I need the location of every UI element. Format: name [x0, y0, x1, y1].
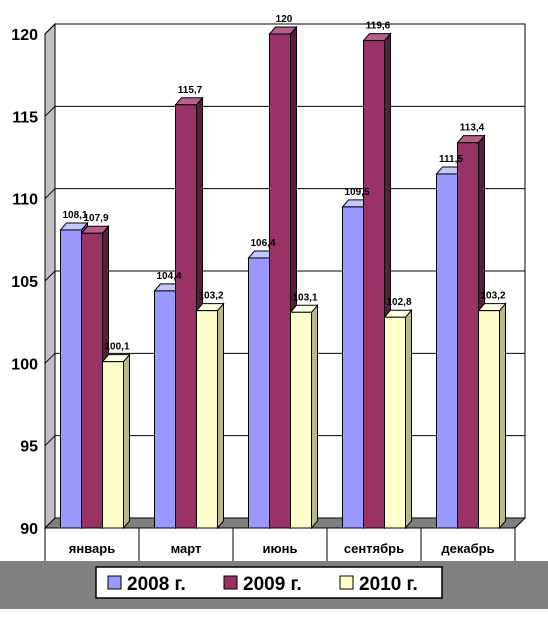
legend-swatch [107, 575, 122, 590]
bar-front [457, 142, 479, 529]
bar-front [81, 232, 103, 529]
gridline-side [44, 352, 56, 364]
y-axis: 90 95 100 105 110 115 120 [11, 27, 46, 538]
gridline-side [44, 105, 56, 117]
y-tick-label: 110 [12, 192, 38, 209]
bars [59, 25, 507, 530]
bar [195, 302, 225, 530]
bar [383, 308, 413, 530]
bar-front [248, 257, 270, 529]
bar-front [478, 310, 500, 529]
data-label: 109,5 [344, 187, 369, 198]
y-tick-label: 115 [12, 109, 38, 126]
bar-side [217, 302, 224, 530]
data-label: 103,2 [480, 291, 505, 302]
bar-front [175, 104, 197, 529]
bar-side [405, 308, 412, 530]
bar [477, 302, 507, 530]
bar-front [60, 229, 82, 529]
y-tick-label: 95 [20, 439, 38, 456]
bar-side [311, 303, 318, 530]
gridline-side [44, 23, 56, 35]
legend-item: 2008 г. [107, 574, 186, 595]
y-tick-label: 105 [11, 274, 38, 291]
bar-front [154, 290, 176, 529]
data-label: 103,2 [198, 291, 223, 302]
x-tick-label: июнь [263, 541, 298, 556]
data-label: 108,1 [62, 210, 87, 221]
legend-box [95, 566, 443, 599]
gridline-side [44, 188, 56, 200]
data-label: 111,5 [439, 154, 463, 165]
data-label: 104,4 [156, 271, 181, 282]
bar-front [436, 173, 458, 529]
gridline-side [44, 270, 56, 282]
data-label: 119,6 [366, 21, 391, 32]
data-label: 106,4 [250, 238, 275, 249]
x-axis: январь март июнь сентябрь декабрь [44, 527, 516, 561]
legend-label: 2009 г. [243, 574, 302, 595]
gridline-side [44, 435, 56, 447]
x-tick-label: март [171, 541, 202, 556]
bar [101, 353, 131, 530]
bar [289, 303, 319, 530]
bar-front [102, 361, 124, 529]
x-tick-label: январь [69, 541, 115, 556]
legend-label: 2010 г. [359, 574, 418, 595]
legend-item: 2009 г. [223, 574, 302, 595]
legend-swatch [339, 575, 354, 590]
legend-swatch [223, 575, 238, 590]
legend-label: 2008 г. [127, 574, 186, 595]
bar-front [342, 206, 364, 529]
bar-side [499, 302, 506, 530]
data-label: 115,7 [178, 85, 203, 96]
bar-front [269, 33, 291, 529]
legend: 2008 г. 2009 г. 2010 г. [0, 561, 548, 609]
data-label: 120 [276, 14, 293, 25]
bar-front [290, 311, 312, 529]
bar-front [384, 316, 406, 529]
y-tick-label: 120 [11, 27, 38, 44]
bar-front [363, 40, 385, 529]
bar-side [123, 353, 130, 530]
legend-item: 2010 г. [339, 574, 418, 595]
y-tick-label: 90 [20, 521, 38, 538]
data-label: 100,1 [104, 342, 129, 353]
y-tick-label: 100 [11, 356, 38, 373]
x-tick-label: декабрь [441, 541, 494, 556]
data-label: 102,8 [386, 297, 411, 308]
x-tick-label: сентябрь [344, 541, 404, 556]
data-label: 107,9 [83, 213, 108, 224]
data-label: 103,1 [292, 292, 317, 303]
data-label: 113,4 [460, 123, 485, 134]
bar-front [196, 310, 218, 529]
